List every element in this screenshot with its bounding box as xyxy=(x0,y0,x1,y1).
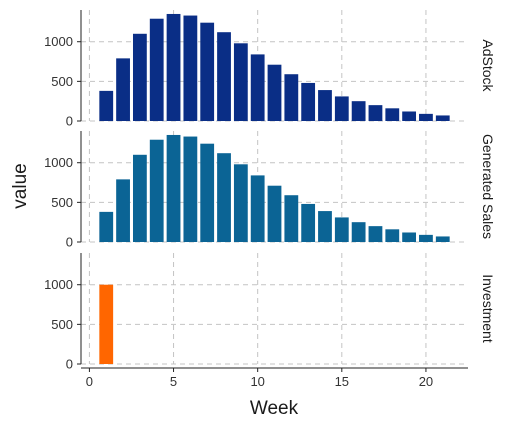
bar xyxy=(435,115,450,121)
bar xyxy=(402,111,417,121)
y-tick-label: 1000 xyxy=(44,34,73,49)
bar xyxy=(385,108,400,121)
y-tick-label: 0 xyxy=(66,114,73,129)
facet-strip-label: AdStock xyxy=(480,39,496,92)
bar xyxy=(419,113,433,121)
x-tick-label: 5 xyxy=(170,374,177,389)
bar xyxy=(318,211,332,242)
bar xyxy=(183,15,198,121)
y-tick-label: 1000 xyxy=(44,277,73,292)
x-tick-label: 10 xyxy=(250,374,264,389)
bar xyxy=(419,234,433,242)
y-tick-label: 500 xyxy=(51,195,73,210)
bar xyxy=(217,32,231,122)
facet-strip-label: Investment xyxy=(480,274,496,343)
bar xyxy=(116,58,130,121)
bar xyxy=(301,82,316,121)
x-axis: 0 5 10 15 20 xyxy=(81,367,468,389)
x-tick-label: 0 xyxy=(86,374,93,389)
bar xyxy=(351,101,366,121)
bar xyxy=(99,90,114,121)
bar xyxy=(368,226,383,242)
x-tick-label: 20 xyxy=(419,374,433,389)
bar xyxy=(318,90,332,121)
bar xyxy=(233,164,248,242)
bar xyxy=(166,134,181,242)
panel-adstock: 0 500 1000 AdStock xyxy=(44,10,496,129)
bar xyxy=(368,105,383,121)
y-tick-label: 0 xyxy=(66,235,73,250)
bar xyxy=(267,64,282,121)
bar xyxy=(99,211,114,242)
bar xyxy=(301,203,316,242)
bar xyxy=(351,222,366,242)
bar xyxy=(183,136,198,242)
bar xyxy=(132,154,147,242)
bar xyxy=(200,22,215,121)
bar xyxy=(267,185,282,242)
bar xyxy=(217,153,231,242)
bar xyxy=(166,13,181,121)
y-tick-label: 0 xyxy=(66,357,73,372)
x-axis-title: Week xyxy=(250,398,299,419)
y-tick-label: 500 xyxy=(51,317,73,332)
facet-strip-label: Generated Sales xyxy=(480,134,496,239)
bar xyxy=(334,217,349,242)
y-tick-label: 500 xyxy=(51,74,73,89)
bar xyxy=(284,74,299,121)
bar xyxy=(402,232,417,242)
bar xyxy=(435,236,450,242)
bar xyxy=(149,139,164,242)
bar xyxy=(149,18,164,121)
bar xyxy=(250,175,265,242)
bar xyxy=(200,143,215,242)
panels-layer: 0 500 1000 AdStock 0 500 1000 Generated Sales 0 5… xyxy=(44,10,496,372)
bar xyxy=(99,284,114,364)
bar xyxy=(250,54,265,121)
bar xyxy=(132,33,147,121)
panel-investment: 0 500 1000 Investment xyxy=(44,253,496,372)
y-axis-title: value xyxy=(10,163,31,208)
bar xyxy=(334,96,349,121)
bar xyxy=(233,43,248,121)
y-tick-label: 1000 xyxy=(44,155,73,170)
panel-generated-sales: 0 500 1000 Generated Sales xyxy=(44,131,496,250)
x-tick-label: 15 xyxy=(335,374,349,389)
bar xyxy=(385,229,400,242)
bar xyxy=(284,195,299,242)
bar xyxy=(116,179,130,242)
